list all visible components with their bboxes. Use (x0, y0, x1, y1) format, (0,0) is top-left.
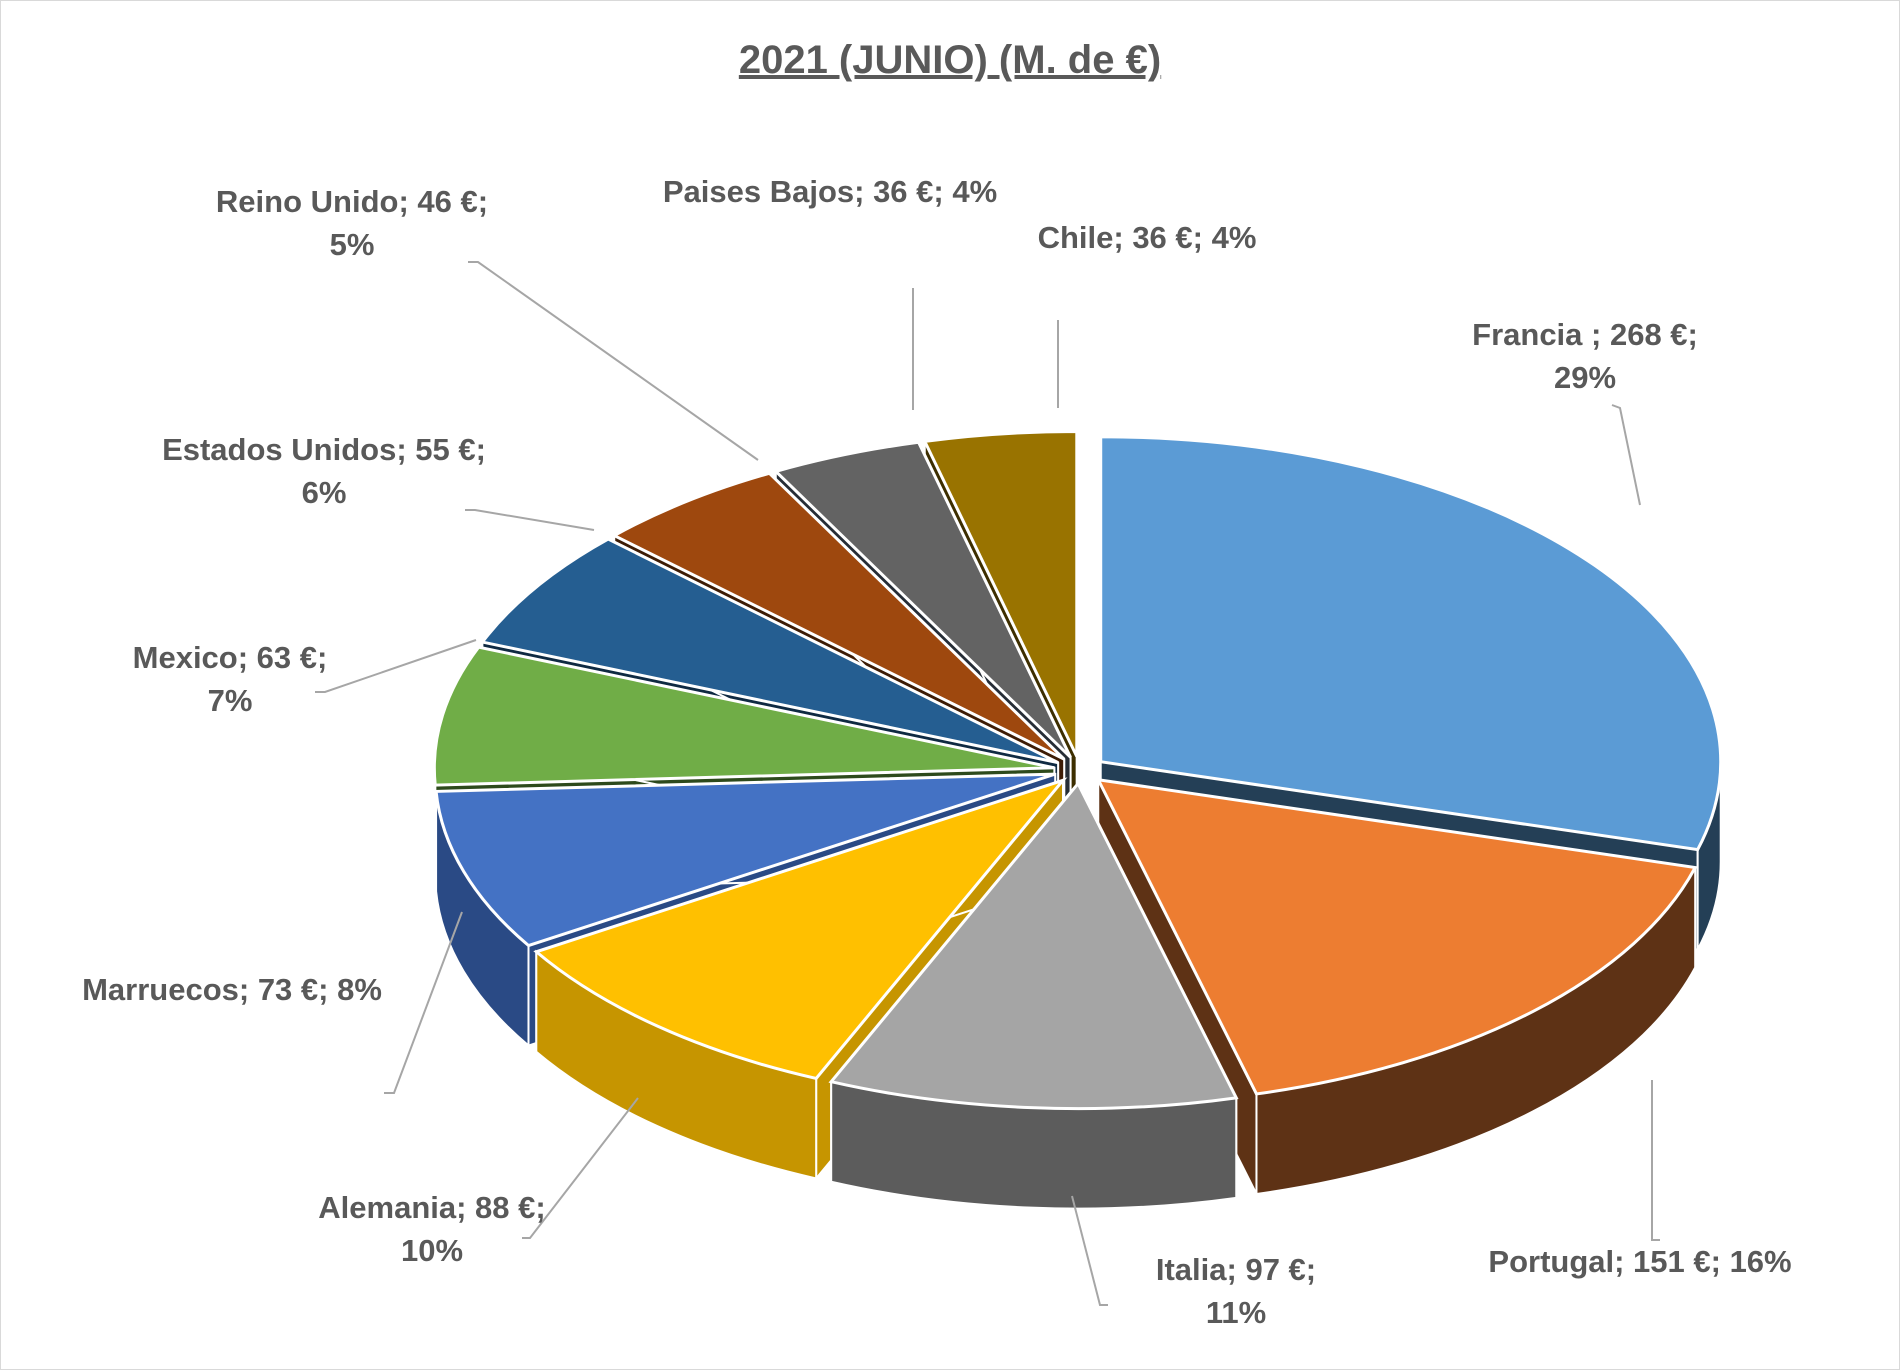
leader-line-alemania (522, 1097, 639, 1239)
leader-line-reino-unido (468, 261, 759, 461)
leader-line-estados-unidos (465, 509, 595, 531)
data-label-italia: Italia; 97 €; 11% (1156, 1252, 1316, 1330)
leader-line-portugal (1651, 1080, 1660, 1241)
leader-line-mexico (315, 639, 477, 693)
data-label-estados-unidos: Estados Unidos; 55 €; 6% (162, 432, 486, 510)
data-label-mexico: Mexico; 63 €; 7% (133, 640, 328, 718)
leader-line-francia (1611, 404, 1641, 506)
data-label-alemania: Alemania; 88 €; 10% (318, 1190, 545, 1268)
data-label-portugal: Portugal; 151 €; 16% (1488, 1244, 1791, 1279)
leader-line-italia (1071, 1195, 1108, 1306)
pie-slice-italia (828, 780, 1239, 1210)
chart-title: 2021 (JUNIO) (M. de €) (738, 38, 1162, 82)
pie-slices (432, 429, 1723, 1210)
data-label-paises-bajos: Paises Bajos; 36 €; 4% (663, 174, 997, 209)
leader-line-marruecos (384, 911, 463, 1094)
data-label-francia: Francia ; 268 €; 29% (1472, 317, 1698, 395)
data-labels: Francia ; 268 €; 29% Portugal; 151 €; 16% I… (82, 174, 1792, 1330)
data-label-marruecos: Marruecos; 73 €; 8% (82, 972, 382, 1007)
data-label-reino-unido: Reino Unido; 46 €; 5% (216, 184, 488, 262)
data-label-chile: Chile; 36 €; 4% (1038, 220, 1257, 255)
